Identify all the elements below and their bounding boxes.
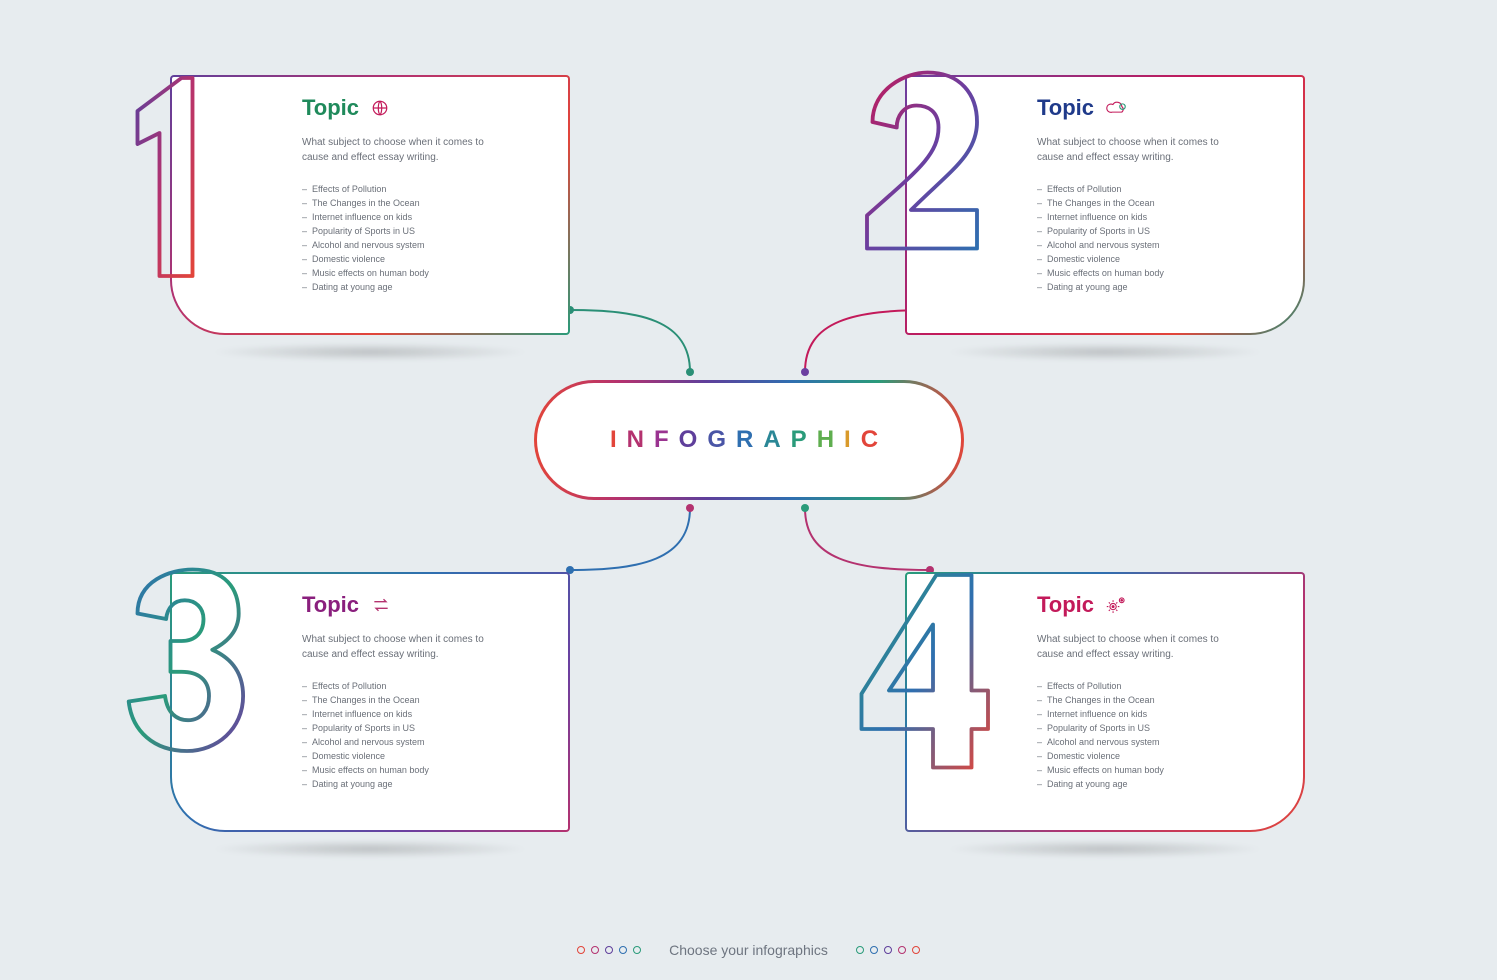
center-title-pill: INFOGRAPHIC <box>534 380 964 500</box>
bullet-item: Domestic violence <box>302 750 550 764</box>
card-shadow <box>210 840 530 858</box>
dot <box>898 946 906 954</box>
bullet-item: Domestic violence <box>302 253 550 267</box>
infographic-canvas: INFOGRAPHIC Choose your infographics Top… <box>0 0 1497 980</box>
footer-dots-left <box>577 946 641 954</box>
bullet-list: Effects of PollutionThe Changes in the O… <box>1037 183 1285 295</box>
card-title-text: Topic <box>302 95 359 121</box>
card-shadow <box>945 840 1265 858</box>
card-title-text: Topic <box>1037 592 1094 618</box>
bullet-item: Alcohol and nervous system <box>1037 736 1285 750</box>
card-desc: What subject to choose when it comes to … <box>302 135 512 165</box>
bullet-item: Music effects on human body <box>302 764 550 778</box>
bullet-item: Music effects on human body <box>1037 764 1285 778</box>
bullet-item: Domestic violence <box>1037 253 1285 267</box>
globe-icon <box>371 99 389 117</box>
card-desc: What subject to choose when it comes to … <box>1037 632 1247 662</box>
card-title: Topic <box>1037 592 1285 618</box>
dot <box>619 946 627 954</box>
bullet-item: Alcohol and nervous system <box>1037 239 1285 253</box>
dot <box>577 946 585 954</box>
card-title-text: Topic <box>1037 95 1094 121</box>
bullet-item: Dating at young age <box>1037 778 1285 792</box>
bullet-item: Alcohol and nervous system <box>302 239 550 253</box>
topic-card-4: Topic What subject to choose when it come… <box>905 572 1305 832</box>
number-1 <box>112 67 262 292</box>
bullet-item: Internet influence on kids <box>302 708 550 722</box>
bullet-item: Effects of Pollution <box>1037 680 1285 694</box>
card-title: Topic <box>302 95 550 121</box>
bullet-item: Internet influence on kids <box>1037 708 1285 722</box>
card-desc: What subject to choose when it comes to … <box>302 632 512 662</box>
topic-card-2: Topic What subject to choose when it come… <box>905 75 1305 335</box>
bullet-item: Effects of Pollution <box>1037 183 1285 197</box>
bullet-list: Effects of PollutionThe Changes in the O… <box>1037 680 1285 792</box>
bullet-item: Dating at young age <box>302 281 550 295</box>
card-desc: What subject to choose when it comes to … <box>1037 135 1247 165</box>
bullet-item: Domestic violence <box>1037 750 1285 764</box>
bullet-item: Alcohol and nervous system <box>302 736 550 750</box>
footer: Choose your infographics <box>0 942 1497 958</box>
bullet-item: Dating at young age <box>302 778 550 792</box>
topic-card-3: Topic What subject to choose when it come… <box>170 572 570 832</box>
dot <box>912 946 920 954</box>
topic-card-1: Topic What subject to choose when it come… <box>170 75 570 335</box>
number-2 <box>847 67 997 292</box>
card-title: Topic <box>1037 95 1285 121</box>
bullet-item: The Changes in the Ocean <box>302 197 550 211</box>
bullet-list: Effects of PollutionThe Changes in the O… <box>302 680 550 792</box>
bullet-item: Effects of Pollution <box>302 680 550 694</box>
card-shadow <box>945 343 1265 361</box>
bullet-item: Music effects on human body <box>1037 267 1285 281</box>
bullet-item: Music effects on human body <box>302 267 550 281</box>
bullet-item: Popularity of Sports in US <box>1037 225 1285 239</box>
bullet-list: Effects of PollutionThe Changes in the O… <box>302 183 550 295</box>
swap-icon <box>371 596 391 614</box>
bullet-item: Effects of Pollution <box>302 183 550 197</box>
card-shadow <box>210 343 530 361</box>
bullet-item: Dating at young age <box>1037 281 1285 295</box>
cloud-icon <box>1106 100 1128 116</box>
card-title-text: Topic <box>302 592 359 618</box>
bullet-item: Internet influence on kids <box>1037 211 1285 225</box>
footer-dots-right <box>856 946 920 954</box>
dot <box>870 946 878 954</box>
number-3 <box>112 564 262 789</box>
bullet-item: Popularity of Sports in US <box>302 225 550 239</box>
card-title: Topic <box>302 592 550 618</box>
bullet-item: The Changes in the Ocean <box>1037 694 1285 708</box>
dot <box>856 946 864 954</box>
dot <box>605 946 613 954</box>
bullet-item: Internet influence on kids <box>302 211 550 225</box>
gears-icon <box>1106 595 1128 615</box>
bullet-item: Popularity of Sports in US <box>1037 722 1285 736</box>
dot <box>633 946 641 954</box>
dot <box>591 946 599 954</box>
bullet-item: The Changes in the Ocean <box>1037 197 1285 211</box>
footer-label: Choose your infographics <box>669 942 828 958</box>
bullet-item: The Changes in the Ocean <box>302 694 550 708</box>
bullet-item: Popularity of Sports in US <box>302 722 550 736</box>
number-4 <box>847 564 997 789</box>
dot <box>884 946 892 954</box>
